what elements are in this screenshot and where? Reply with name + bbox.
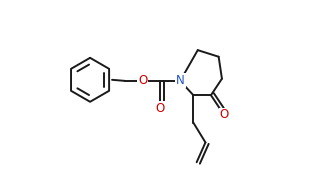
Text: N: N bbox=[176, 74, 184, 87]
Text: O: O bbox=[138, 74, 147, 87]
Text: O: O bbox=[156, 102, 165, 115]
Text: O: O bbox=[220, 108, 229, 121]
